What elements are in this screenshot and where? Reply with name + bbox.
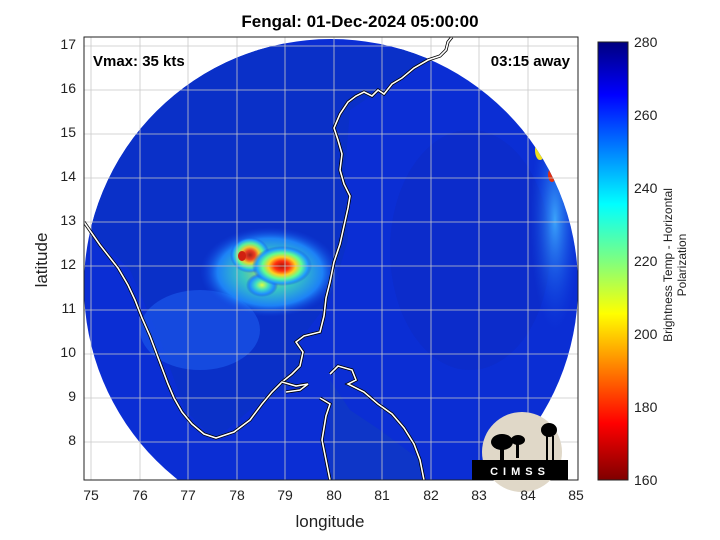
y-tick-label: 15 (60, 124, 76, 140)
y-tick-label: 13 (60, 212, 76, 228)
x-axis-label: longitude (295, 512, 365, 531)
x-tick-label: 85 (568, 487, 584, 503)
y-tick-label: 10 (60, 344, 76, 360)
time-away-label: 03:15 away (490, 53, 570, 70)
y-tick-label: 14 (60, 168, 76, 184)
colorbar-tick-label: 220 (634, 253, 658, 269)
x-tick-label: 77 (180, 487, 196, 503)
colorbar (597, 41, 629, 481)
figure-title: Fengal: 01-Dec-2024 05:00:00 (241, 12, 479, 31)
vmax-label: Vmax: 35 kts (93, 53, 185, 70)
y-tick-label: 9 (68, 388, 76, 404)
colorbar-tick-label: 280 (634, 34, 658, 50)
cimss-logo-text: CIMSS (490, 466, 550, 478)
x-tick-label: 78 (229, 487, 245, 503)
x-tick-label: 75 (83, 487, 99, 503)
y-tick-label: 11 (61, 300, 76, 316)
x-tick-label: 76 (132, 487, 148, 503)
x-tick-label: 83 (471, 487, 487, 503)
y-axis-label: latitude (32, 232, 51, 288)
coastline (84, 37, 454, 480)
y-tick-label: 17 (60, 36, 76, 52)
colorbar-tick-label: 180 (634, 399, 658, 415)
y-tick-label: 12 (60, 256, 76, 272)
x-tick-label: 84 (520, 487, 536, 503)
x-tick-label: 82 (423, 487, 439, 503)
colorbar-tick-label: 200 (634, 326, 658, 342)
grid-lines (84, 37, 578, 480)
colorbar-tick-label: 260 (634, 107, 658, 123)
colorbar-label: Brightness Temp - Horizontal Polarizatio… (661, 188, 689, 342)
y-tick-label: 16 (60, 80, 76, 96)
x-tick-label: 79 (277, 487, 293, 503)
y-tick-label: 8 (68, 432, 76, 448)
cimss-logo: CIMSS (472, 412, 568, 492)
colorbar-tick-label: 240 (634, 180, 658, 196)
x-tick-label: 80 (326, 487, 342, 503)
x-tick-label: 81 (374, 487, 390, 503)
colorbar-tick-label: 160 (634, 472, 658, 488)
